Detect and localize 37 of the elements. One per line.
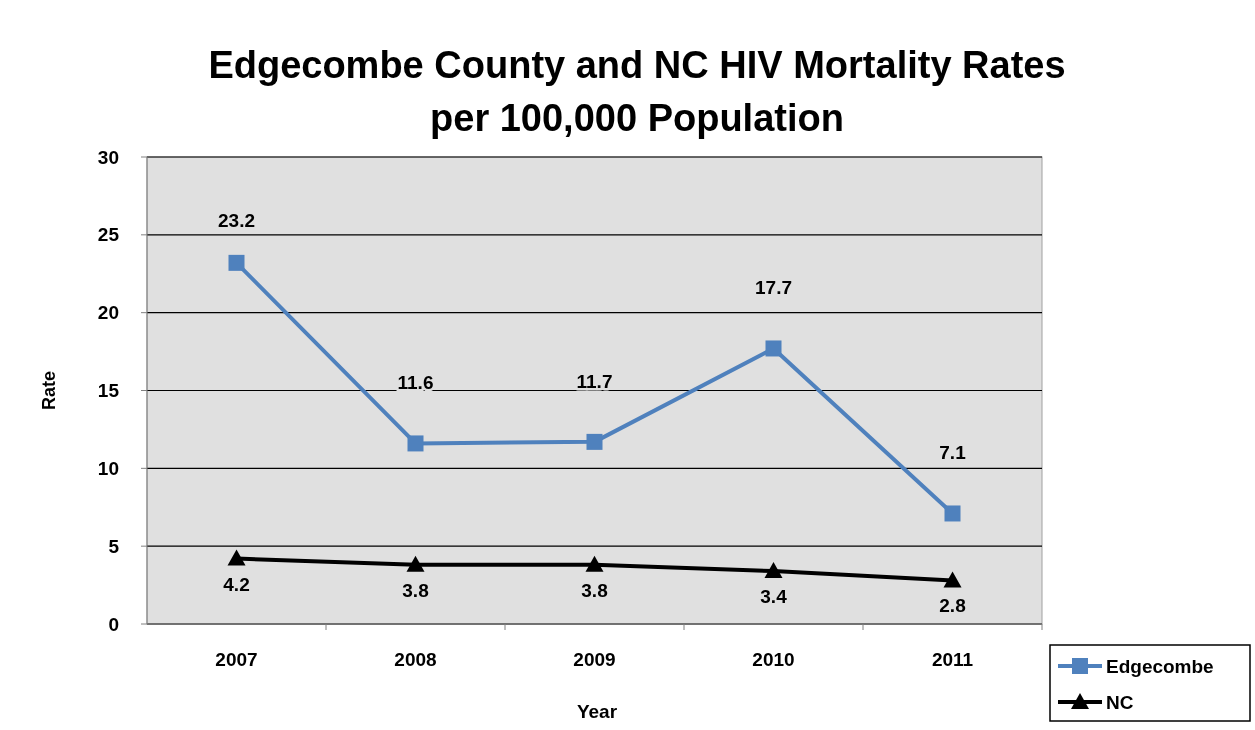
y-tick-label: 5 — [108, 535, 120, 557]
y-tick-label: 15 — [97, 380, 120, 402]
x-tick-label: 2007 — [215, 649, 258, 670]
y-tick-label: 0 — [108, 613, 119, 635]
x-tick-label: 2010 — [752, 649, 795, 670]
data-label: 11.7 — [576, 370, 613, 392]
x-tick-label: 2008 — [394, 649, 437, 670]
legend-label: Edgecombe — [1106, 655, 1214, 677]
point — [943, 571, 962, 588]
point — [585, 555, 604, 572]
data-label: 23.2 — [218, 209, 255, 231]
data-label: 3.4 — [760, 586, 788, 608]
y-tick-label: 20 — [97, 302, 119, 324]
x-tick-label: 2009 — [573, 649, 616, 670]
point — [765, 340, 782, 357]
y-tick-label: 10 — [97, 457, 119, 479]
data-label: 3.8 — [581, 579, 608, 601]
data-label: 3.8 — [402, 579, 429, 601]
legend-label: NC — [1106, 691, 1134, 713]
point — [407, 435, 424, 452]
data-label: 17.7 — [755, 277, 792, 299]
point — [586, 433, 603, 450]
point — [944, 505, 961, 522]
y-tick-label: 30 — [97, 146, 119, 168]
y-tick-label: 25 — [97, 224, 120, 246]
point — [228, 254, 245, 271]
point — [227, 549, 246, 566]
data-label: 4.2 — [223, 573, 250, 595]
y-axis-title: Rate — [39, 370, 59, 411]
x-axis-title: Year — [576, 701, 618, 722]
data-label: 11.6 — [397, 372, 434, 394]
point — [406, 555, 425, 572]
data-label: 7.1 — [939, 442, 967, 464]
chart-title: Edgecombe County and NC HIV Mortality Rates per 100,000 Population — [208, 44, 1066, 139]
point — [764, 562, 783, 579]
x-tick-label: 2011 — [931, 649, 974, 670]
data-label: 2.8 — [939, 595, 966, 617]
